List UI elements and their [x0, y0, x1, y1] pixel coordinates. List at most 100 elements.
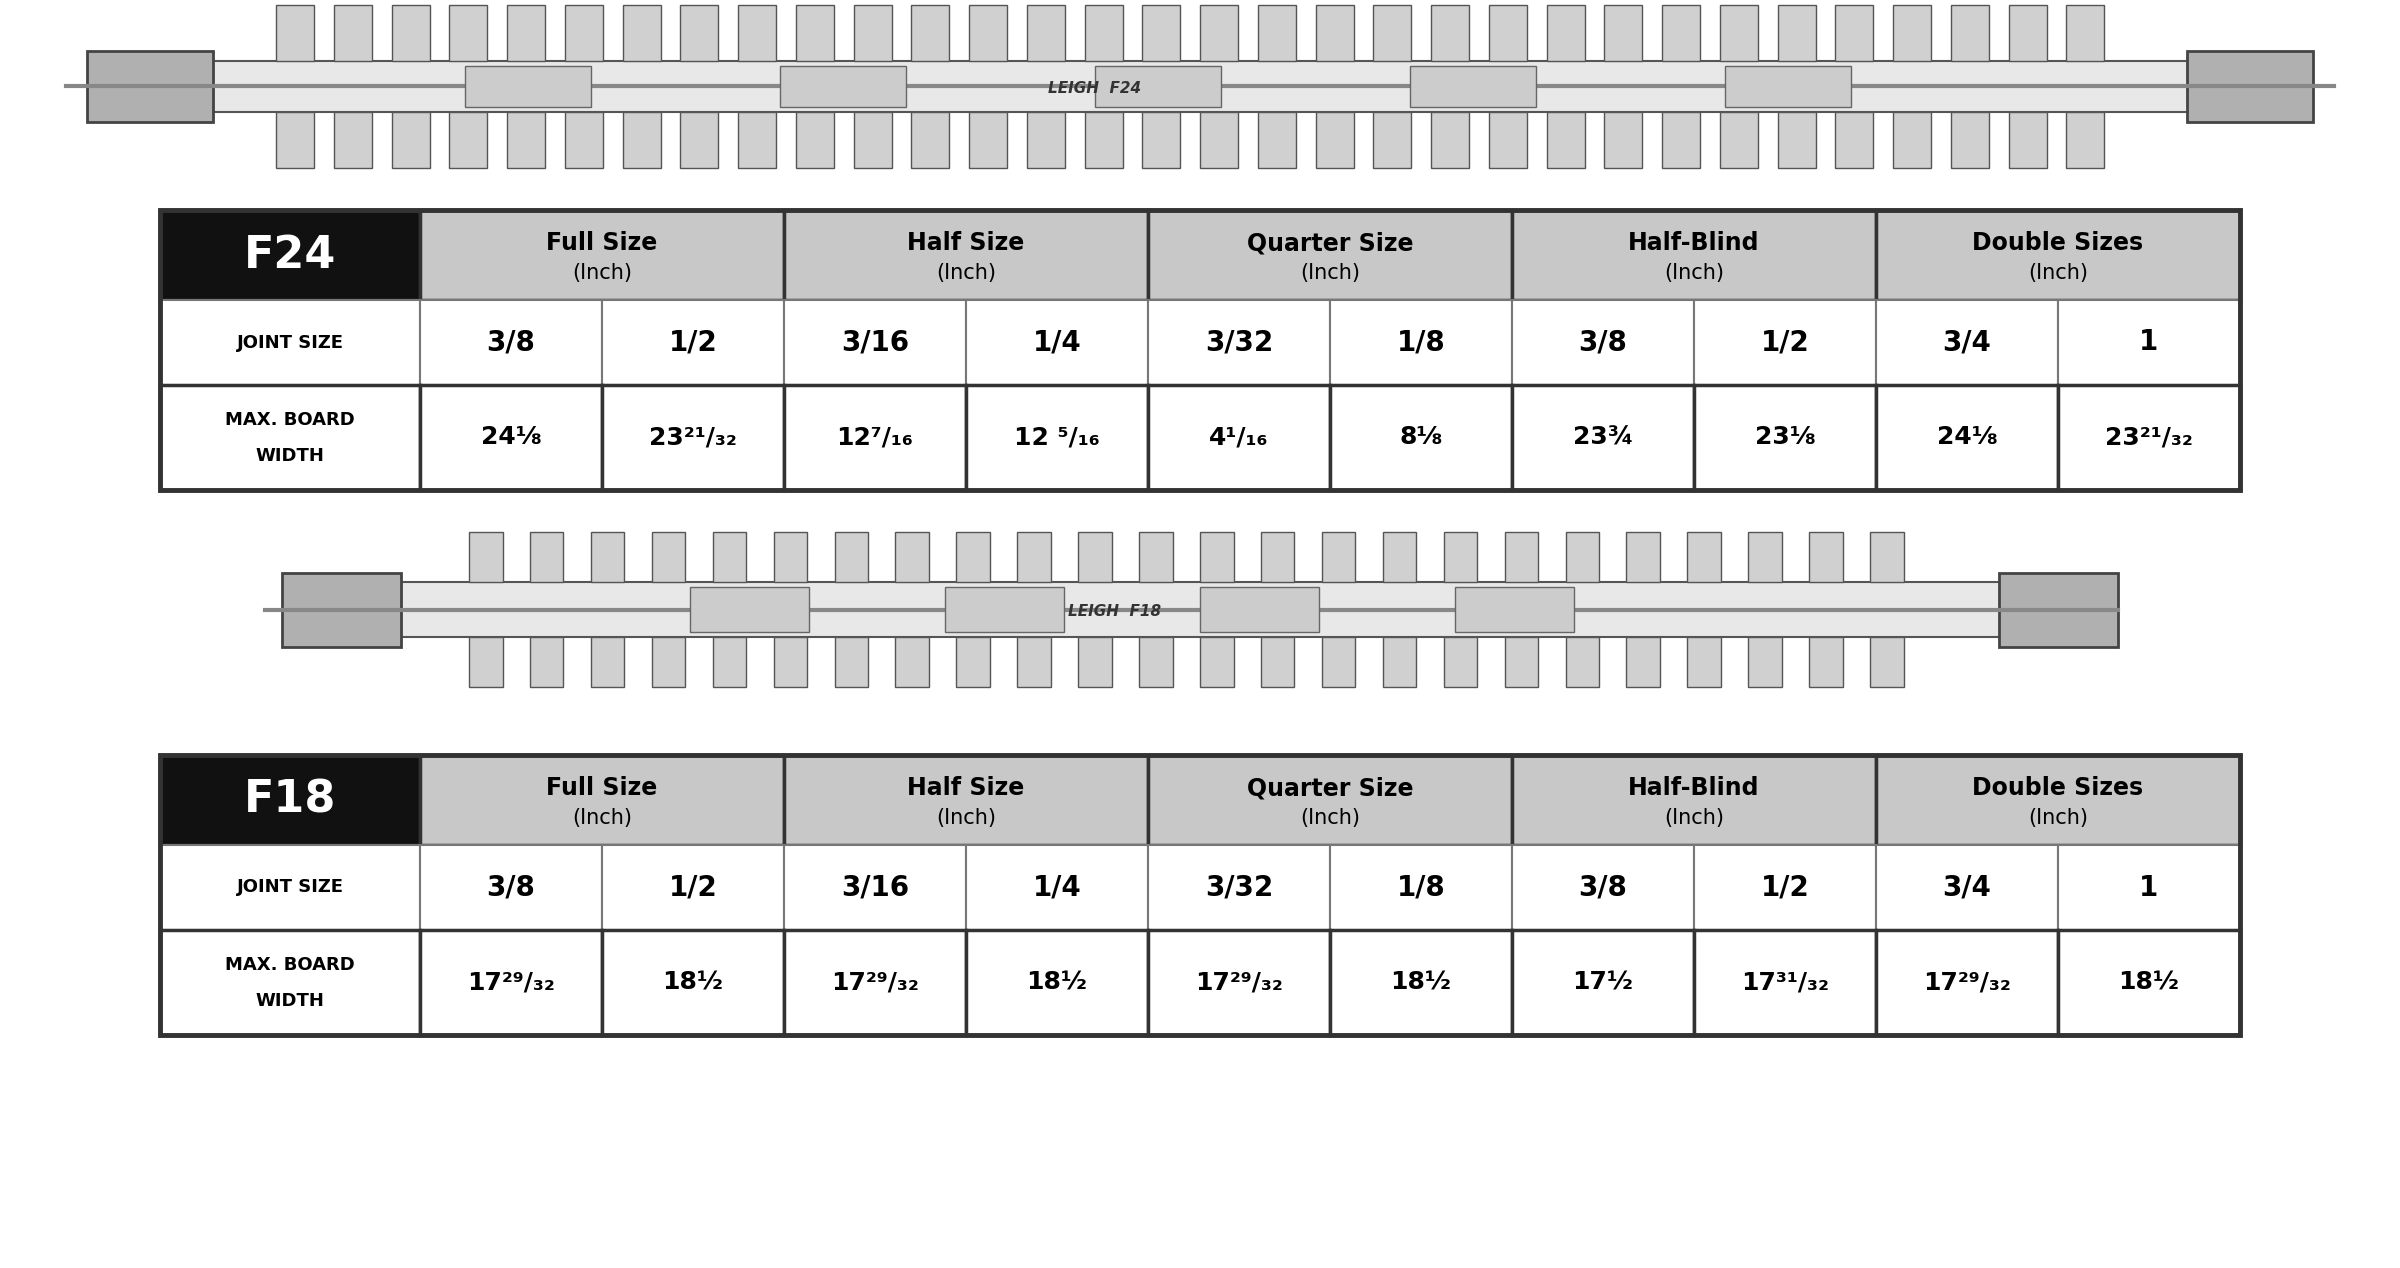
Text: 8⅛: 8⅛: [1399, 426, 1442, 449]
Bar: [1315, 5, 1354, 61]
Bar: [1200, 113, 1238, 167]
Bar: [1836, 113, 1874, 167]
Bar: [1382, 638, 1416, 687]
Bar: [1315, 113, 1354, 167]
Text: 17²⁹/₃₂: 17²⁹/₃₂: [1195, 970, 1284, 994]
Text: (Inch): (Inch): [571, 808, 631, 828]
Text: 3/8: 3/8: [1579, 874, 1627, 902]
Bar: [2059, 385, 2239, 489]
Bar: [797, 5, 833, 61]
Bar: [1140, 638, 1174, 687]
Bar: [835, 531, 869, 582]
Bar: [1726, 66, 1850, 107]
Bar: [1330, 929, 1512, 1035]
Bar: [946, 587, 1063, 631]
Bar: [1877, 929, 2059, 1035]
Bar: [420, 210, 785, 301]
Text: Double Sizes: Double Sizes: [1973, 231, 2143, 255]
Text: 23⅛: 23⅛: [1754, 426, 1814, 449]
Bar: [1260, 638, 1294, 687]
Text: Full Size: Full Size: [547, 776, 658, 800]
Bar: [912, 113, 950, 167]
Bar: [1027, 5, 1066, 61]
Bar: [1322, 638, 1356, 687]
Bar: [785, 929, 965, 1035]
Bar: [1454, 587, 1574, 631]
Text: 1/2: 1/2: [670, 328, 718, 356]
Text: 3/8: 3/8: [487, 874, 535, 902]
Bar: [1778, 5, 1817, 61]
Bar: [773, 638, 806, 687]
Bar: [602, 385, 785, 489]
Bar: [1951, 113, 1990, 167]
Bar: [713, 638, 746, 687]
Bar: [161, 929, 420, 1035]
Text: Quarter Size: Quarter Size: [1246, 231, 1414, 255]
Bar: [420, 301, 602, 385]
Bar: [895, 531, 929, 582]
Bar: [1877, 210, 2239, 301]
Bar: [785, 844, 965, 929]
Bar: [955, 638, 989, 687]
Bar: [970, 113, 1008, 167]
Bar: [1603, 113, 1642, 167]
Bar: [161, 754, 420, 844]
Bar: [161, 754, 2239, 1035]
Text: Double Sizes: Double Sizes: [1973, 776, 2143, 800]
Text: (Inch): (Inch): [1663, 262, 1723, 283]
Bar: [1258, 113, 1296, 167]
Bar: [1260, 531, 1294, 582]
Bar: [965, 385, 1147, 489]
Bar: [590, 531, 624, 582]
Bar: [1951, 5, 1990, 61]
Bar: [1505, 638, 1538, 687]
Bar: [1565, 638, 1598, 687]
Bar: [1747, 638, 1781, 687]
Bar: [1627, 531, 1661, 582]
Bar: [965, 929, 1147, 1035]
Bar: [1512, 210, 1877, 301]
Text: (Inch): (Inch): [1301, 262, 1361, 283]
Text: 17³¹/₃₂: 17³¹/₃₂: [1740, 970, 1829, 994]
Text: 3/16: 3/16: [840, 874, 910, 902]
Bar: [1142, 5, 1181, 61]
Bar: [780, 66, 907, 107]
Bar: [1694, 301, 1877, 385]
Bar: [1258, 5, 1296, 61]
Bar: [785, 301, 965, 385]
Text: Half-Blind: Half-Blind: [1627, 776, 1759, 800]
Text: Full Size: Full Size: [547, 231, 658, 255]
Bar: [449, 5, 487, 61]
Text: 1/2: 1/2: [670, 874, 718, 902]
Bar: [773, 531, 806, 582]
Bar: [530, 531, 564, 582]
Text: 18½: 18½: [1027, 970, 1087, 994]
Bar: [420, 929, 602, 1035]
Bar: [739, 113, 775, 167]
Text: 3/8: 3/8: [1579, 328, 1627, 356]
Text: 17½: 17½: [1572, 970, 1634, 994]
Bar: [149, 61, 2251, 113]
Bar: [161, 385, 420, 489]
Bar: [530, 638, 564, 687]
Bar: [1085, 113, 1123, 167]
Bar: [1778, 113, 1817, 167]
Bar: [1694, 844, 1877, 929]
Text: F24: F24: [245, 233, 336, 276]
Bar: [854, 113, 893, 167]
Bar: [1877, 754, 2239, 844]
Bar: [1078, 638, 1111, 687]
Bar: [2059, 929, 2239, 1035]
Text: 1/8: 1/8: [1397, 874, 1445, 902]
Text: (Inch): (Inch): [936, 262, 996, 283]
Text: MAX. BOARD: MAX. BOARD: [226, 956, 355, 974]
Bar: [1870, 638, 1903, 687]
Bar: [1382, 531, 1416, 582]
Bar: [466, 66, 590, 107]
Bar: [1330, 385, 1512, 489]
Bar: [1445, 638, 1476, 687]
Bar: [1877, 301, 2059, 385]
Text: 24⅛: 24⅛: [1937, 426, 1997, 449]
Bar: [1200, 587, 1320, 631]
Bar: [797, 113, 833, 167]
